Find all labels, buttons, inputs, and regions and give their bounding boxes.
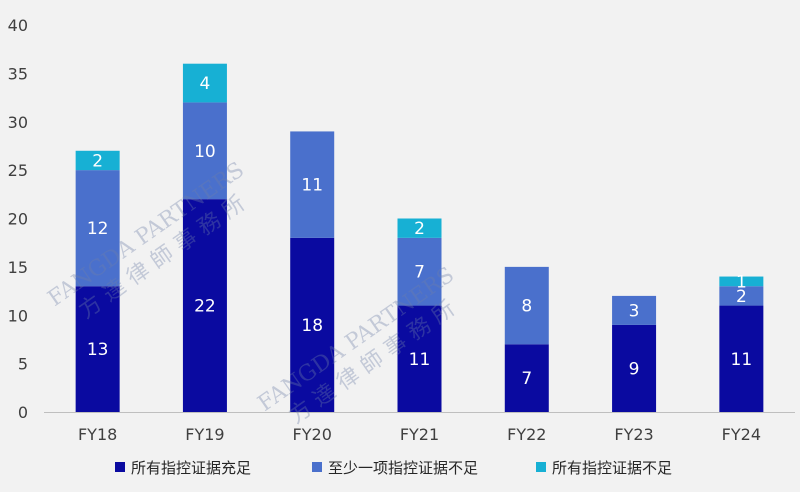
legend-label: 所有指控证据充足 <box>131 459 251 477</box>
bar-value-label: 2 <box>736 287 747 307</box>
y-tick-label: 30 <box>8 113 28 132</box>
bar-segment-fy18-s2 <box>75 170 120 287</box>
x-tick-label: FY18 <box>78 425 117 444</box>
bar-value-label: 4 <box>200 74 211 94</box>
x-tick-label: FY22 <box>507 425 546 444</box>
bar-value-label: 10 <box>194 142 216 162</box>
x-tick-label: FY21 <box>400 425 439 444</box>
bar-value-label: 11 <box>301 176 323 196</box>
bar-segment-fy24-s3 <box>719 276 764 287</box>
bar-segment-fy24-s1 <box>719 305 764 412</box>
bar-value-label: 11 <box>731 350 753 370</box>
bar-segment-fy21-s3 <box>397 218 442 238</box>
bar-segment-fy18-s3 <box>75 150 120 171</box>
bar-segment-fy21-s2 <box>397 237 442 306</box>
bar-segment-fy23-s2 <box>612 295 657 325</box>
bar-segment-fy22-s1 <box>504 344 549 412</box>
bar-value-label: 3 <box>629 301 640 321</box>
bar-value-label: 2 <box>92 151 103 171</box>
bar-value-label: 12 <box>87 219 109 239</box>
bar-segment-fy24-s2 <box>719 286 764 306</box>
y-tick-label: 40 <box>8 16 28 35</box>
legend-label: 所有指控证据不足 <box>552 459 672 477</box>
bar-value-label: 13 <box>87 340 109 360</box>
y-tick-label: 25 <box>8 161 28 180</box>
legend-label: 至少一项指控证据不足 <box>328 459 478 477</box>
bar-segment-fy22-s2 <box>504 266 549 345</box>
bar-value-label: 7 <box>521 369 532 389</box>
bar-segment-fy21-s1 <box>397 305 442 412</box>
bar-segment-fy20-s2 <box>290 131 335 238</box>
legend-swatch <box>312 462 322 472</box>
y-tick-label: 15 <box>8 258 28 277</box>
bar-segment-fy19-s2 <box>182 102 227 200</box>
bar-segment-fy19-s3 <box>182 63 227 103</box>
bar-segment-fy23-s1 <box>612 324 657 412</box>
x-tick-label: FY24 <box>722 425 761 444</box>
y-tick-label: 20 <box>8 210 28 229</box>
bar-segment-fy19-s1 <box>182 199 227 412</box>
bar-value-label: 22 <box>194 297 216 317</box>
x-tick-label: FY20 <box>293 425 332 444</box>
bar-segment-fy18-s1 <box>75 286 120 412</box>
y-tick-label: 0 <box>18 403 28 422</box>
y-tick-label: 35 <box>8 64 28 83</box>
axes: 0 5 10 15 20 25 30 35 40 FY18 FY19 FY20 FY21 FY22 FY23… <box>8 16 795 444</box>
bar-segment-fy20-s1 <box>290 237 335 412</box>
legend: 所有指控证据充足 至少一项指控证据不足 所有指控证据不足 <box>115 459 672 477</box>
bar-value-label: 7 <box>414 263 425 283</box>
y-tick-label: 5 <box>18 355 28 374</box>
bar-value-label: 1 <box>736 272 747 292</box>
bar-value-label: 2 <box>414 219 425 239</box>
x-tick-label: FY23 <box>614 425 653 444</box>
x-tick-label: FY19 <box>185 425 224 444</box>
y-tick-label: 10 <box>8 306 28 325</box>
bar-value-label: 11 <box>409 350 431 370</box>
legend-swatch <box>115 462 125 472</box>
bar-value-label: 8 <box>521 297 532 317</box>
bar-value-label: 18 <box>301 316 323 336</box>
bar-value-label: 9 <box>629 359 640 379</box>
legend-swatch <box>536 462 546 472</box>
